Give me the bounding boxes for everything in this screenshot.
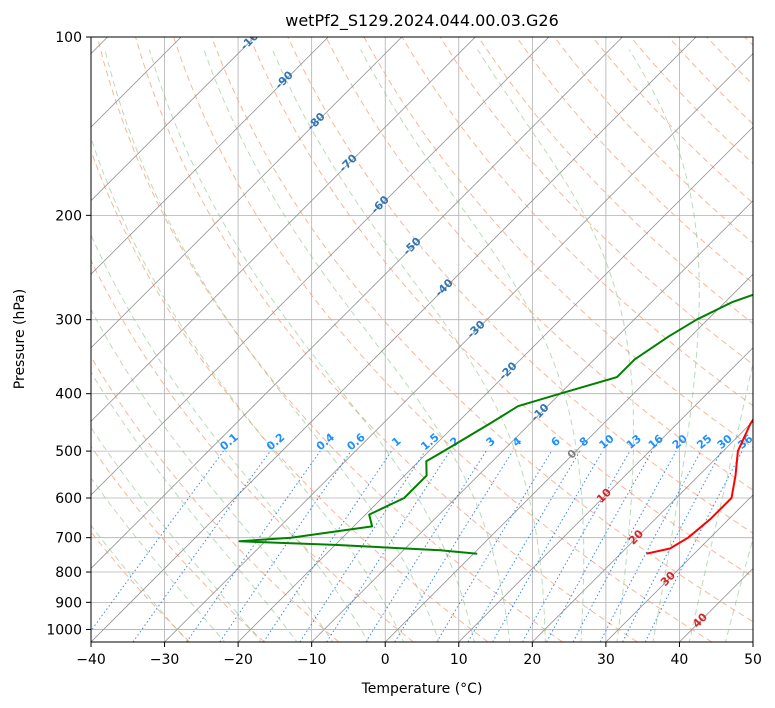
x-tick-label: −10 [297, 652, 327, 668]
dry-adiabat-line [91, 355, 340, 642]
chart-title: wetPf2_S129.2024.044.00.03.G26 [285, 11, 559, 31]
x-tick-label: −20 [223, 652, 253, 668]
skewed-isotherm-line [311, 200, 753, 642]
skewed-isotherm-line [91, 37, 403, 349]
skewed-isotherm-line [532, 420, 753, 642]
dry-adiabat-line [135, 37, 638, 642]
x-tick-label: 10 [450, 652, 468, 668]
moist-adiabat-line [725, 536, 753, 642]
moist-adiabat-line [91, 426, 262, 642]
y-tick-label: 800 [55, 565, 82, 581]
moist-adiabat-line [628, 49, 700, 642]
x-axis: −40 −30 −20 −10 0 10 20 30 40 50 [76, 642, 762, 668]
moist-adiabat-line [91, 233, 369, 642]
temperature-profile-line [646, 417, 753, 555]
x-axis-label: Temperature (°C) [361, 681, 483, 697]
moist-adiabat-line [104, 49, 440, 642]
skewed-isotherm-line [91, 37, 623, 570]
mixing-ratio-line [299, 450, 426, 642]
dry-adiabat-line [515, 37, 753, 284]
skewed-isotherm-line [91, 37, 329, 275]
x-tick-label: 20 [523, 652, 541, 668]
mixing-ratio-line [186, 450, 321, 642]
plot-area: 0.1 0.2 0.4 0.6 1 1.5 2 3 4 6 8 10 13 16 20 25 30 36-100-… [91, 37, 753, 642]
skewed-isotherm-line [384, 273, 753, 642]
mixing-ratio-line [644, 450, 743, 642]
x-tick-label: 30 [597, 652, 615, 668]
mixing-ratio-line [132, 450, 271, 642]
dry-adiabat-line [96, 37, 563, 642]
moist-adiabat-line [148, 49, 475, 642]
x-tick-label: 50 [744, 652, 762, 668]
skewed-isotherm-line [458, 347, 753, 642]
x-tick-label: 0 [381, 652, 390, 668]
skewed-isotherm-line [91, 37, 476, 422]
dry-adiabat-line [249, 37, 753, 578]
skewed-isotherm-line [237, 126, 753, 642]
dry-adiabat-line [173, 37, 713, 642]
skewed-isotherm-line [91, 37, 550, 496]
y-tick-label: 100 [55, 30, 82, 46]
moist-adiabat-line [91, 524, 189, 642]
dry-adiabat-line [287, 37, 753, 534]
moist-adiabat-line [477, 49, 635, 642]
y-tick-label: 300 [55, 313, 82, 329]
moist-adiabat-line [91, 136, 405, 642]
moist-adiabat-line [91, 477, 226, 642]
moist-adiabat-line [360, 49, 585, 642]
skewed-isotherm-line [164, 52, 753, 642]
plot-frame [90, 36, 754, 643]
dry-adiabat-line [211, 37, 753, 623]
skewed-isotherm-line [91, 37, 255, 202]
moist-adiabat-line [91, 371, 298, 642]
mixing-ratio-line [546, 450, 653, 642]
mixing-ratio-line [394, 450, 514, 642]
mixing-ratio-line [263, 450, 392, 642]
y-tick-label: 500 [55, 444, 82, 460]
y-axis-label: Pressure (hPa) [12, 289, 28, 389]
y-tick-label: 700 [55, 531, 82, 547]
mixing-ratio-line [522, 450, 631, 642]
y-tick-label: 200 [55, 208, 82, 224]
x-tick-label: −30 [150, 652, 180, 668]
y-tick-label: 900 [55, 595, 82, 611]
skewed-isotherm-line [605, 494, 753, 642]
mixing-ratio-line [572, 450, 677, 642]
dewpoint-profile-line [238, 293, 753, 555]
mixing-ratio-line [219, 450, 352, 642]
dry-adiabat-line [91, 445, 265, 642]
dry-adiabat-line [325, 37, 753, 491]
y-axis: 100 200 300 400 500 600 700 800 900 1000 [46, 30, 91, 638]
y-tick-label: 1000 [46, 622, 82, 638]
dry-adiabat-line [91, 259, 414, 642]
moist-adiabat-line [688, 360, 753, 642]
mixing-ratio-line [91, 450, 224, 632]
skewed-isotherm-line [91, 37, 697, 642]
moist-adiabat-line [91, 308, 334, 642]
x-tick-label: −40 [76, 652, 106, 668]
mixing-ratio-line [326, 450, 451, 642]
y-tick-label: 400 [55, 387, 82, 403]
x-tick-label: 40 [671, 652, 689, 668]
moist-adiabat-line [203, 49, 511, 642]
y-tick-label: 600 [55, 491, 82, 507]
